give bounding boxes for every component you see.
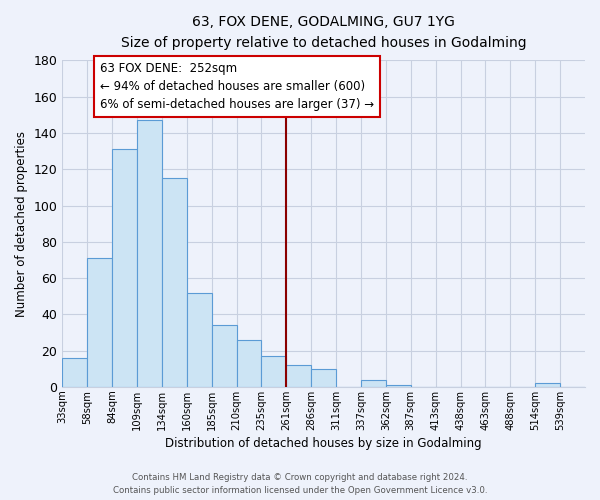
Bar: [361, 380, 386, 387]
Bar: [262, 356, 286, 387]
Text: 63 FOX DENE:  252sqm
← 94% of detached houses are smaller (600)
6% of semi-detac: 63 FOX DENE: 252sqm ← 94% of detached ho…: [100, 62, 374, 112]
Bar: [311, 369, 336, 387]
Bar: [535, 384, 560, 387]
Bar: [286, 365, 311, 387]
Text: Contains HM Land Registry data © Crown copyright and database right 2024.
Contai: Contains HM Land Registry data © Crown c…: [113, 474, 487, 495]
Bar: [187, 292, 212, 387]
Bar: [236, 340, 262, 387]
Bar: [62, 358, 87, 387]
X-axis label: Distribution of detached houses by size in Godalming: Distribution of detached houses by size …: [166, 437, 482, 450]
Bar: [112, 150, 137, 387]
Bar: [87, 258, 112, 387]
Bar: [386, 385, 411, 387]
Title: 63, FOX DENE, GODALMING, GU7 1YG
Size of property relative to detached houses in: 63, FOX DENE, GODALMING, GU7 1YG Size of…: [121, 15, 526, 50]
Y-axis label: Number of detached properties: Number of detached properties: [15, 130, 28, 316]
Bar: [137, 120, 162, 387]
Bar: [212, 325, 236, 387]
Bar: [162, 178, 187, 387]
